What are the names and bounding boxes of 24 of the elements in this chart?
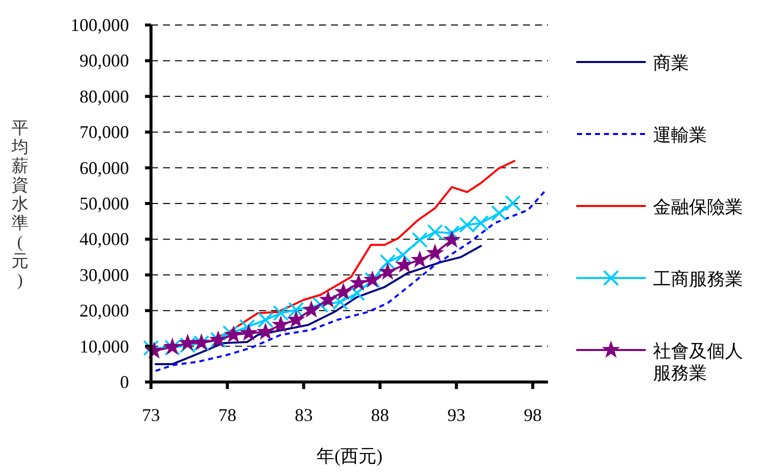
y-tick-label: 90,000 xyxy=(80,50,129,71)
y-tick-label: 60,000 xyxy=(80,158,129,178)
x-tick-label: 78 xyxy=(218,405,236,425)
y-tick-label: 30,000 xyxy=(80,264,129,285)
y-tick-label: 80,000 xyxy=(80,86,129,106)
y-tick-label: 10,000 xyxy=(80,336,129,356)
x-tick-label: 98 xyxy=(524,405,542,425)
x-axis-title: 年(西元) xyxy=(316,446,382,466)
legend-label: 工商服務業 xyxy=(653,269,743,289)
text: 平均薪資水準(元) xyxy=(12,118,28,290)
legend-label: 商業 xyxy=(653,53,689,73)
y-tick-label: 0 xyxy=(120,372,129,392)
legend-label: 運輸業 xyxy=(653,125,707,145)
y-tick-label: 40,000 xyxy=(80,229,129,250)
x-tick-label: 73 xyxy=(142,405,160,425)
y-tick-label: 50,000 xyxy=(80,194,129,214)
x-tick-label: 83 xyxy=(294,405,313,425)
legend-label: 金融保險業 xyxy=(653,197,743,217)
y-tick-label: 100,000 xyxy=(70,15,129,35)
y-tick-label: 70,000 xyxy=(80,122,129,142)
legend-label: 社會及個人服務業 xyxy=(653,341,743,383)
x-tick-label: 88 xyxy=(371,405,390,425)
x-tick-label: 93 xyxy=(447,405,466,425)
y-tick-label: 20,000 xyxy=(80,300,129,321)
